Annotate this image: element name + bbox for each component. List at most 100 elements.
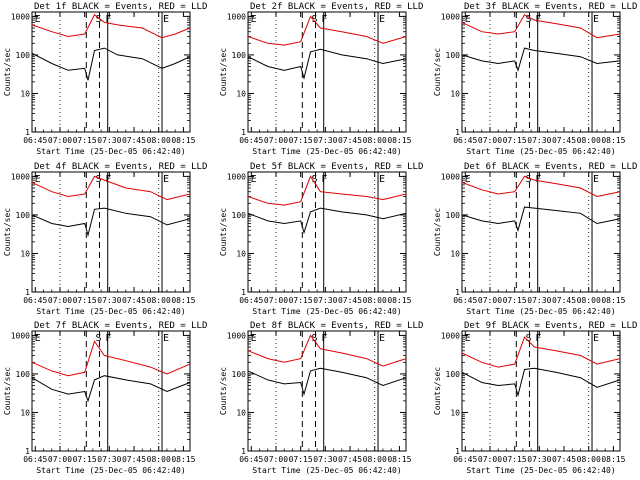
segment-marker: E [35, 174, 41, 185]
segment-marker: F [535, 14, 541, 25]
y-tick-label: 1000 [227, 331, 246, 340]
lld-series-line [247, 175, 407, 206]
x-axis-label: Start Time (25-Dec-05 06:42:40) [466, 147, 615, 156]
events-series-line [247, 367, 407, 396]
x-tick-label: 08:00 [577, 136, 601, 145]
x-tick-label: 07:30 [97, 296, 121, 305]
x-tick-label: 07:15 [73, 455, 97, 464]
lld-series-line [461, 175, 621, 198]
x-tick-label: 06:45 [239, 136, 263, 145]
x-tick-label: 07:45 [122, 136, 146, 145]
segment-marker: F [321, 174, 327, 185]
events-series-line [461, 367, 621, 398]
x-tick-label: 06:45 [453, 296, 477, 305]
panel-7: Det 7f BLACK = Events, RED = LLD 1 10 100 10… [3, 321, 207, 475]
x-tick-label: 08:15 [601, 455, 625, 464]
y-axis-label: Counts/sec [433, 48, 442, 96]
x-tick-label: 08:15 [171, 455, 195, 464]
x-tick-label: 08:00 [363, 136, 387, 145]
x-tick-label: 07:30 [313, 455, 337, 464]
y-tick-label: 10 [450, 249, 460, 258]
panel-1: Det 1f BLACK = Events, RED = LLD 1 10 100 10… [3, 2, 207, 156]
lld-series-line [31, 340, 191, 377]
plot-frame [461, 11, 621, 133]
x-tick-label: 07:15 [503, 296, 527, 305]
x-tick-label: 07:00 [48, 136, 72, 145]
y-tick-label: 10 [450, 89, 460, 98]
segment-marker: S [526, 14, 532, 25]
x-tick-label: 07:00 [264, 136, 288, 145]
plot-frame [31, 171, 191, 293]
x-tick-label: 08:15 [387, 296, 411, 305]
segment-marker: E [251, 14, 257, 25]
x-tick-label: 07:30 [527, 455, 551, 464]
panel-2: Det 2f BLACK = Events, RED = LLD 1 10 100 10… [219, 2, 423, 156]
x-tick-label: 07:00 [478, 296, 502, 305]
x-tick-label: 07:30 [313, 296, 337, 305]
lld-series-line [247, 334, 407, 367]
y-tick-label: 1000 [11, 172, 30, 181]
plot-frame [247, 330, 407, 452]
y-axis-label: Counts/sec [219, 208, 228, 256]
y-tick-label: 10 [20, 249, 30, 258]
x-tick-label: 07:45 [552, 136, 576, 145]
x-tick-label: 08:15 [387, 455, 411, 464]
segment-marker: F [535, 333, 541, 344]
x-tick-label: 07:00 [478, 136, 502, 145]
x-tick-label: 07:00 [264, 296, 288, 305]
x-tick-label: 07:30 [97, 136, 121, 145]
x-tick-label: 07:00 [478, 455, 502, 464]
y-tick-label: 1000 [441, 172, 460, 181]
lld-series-line [31, 175, 191, 201]
x-tick-label: 08:15 [601, 136, 625, 145]
x-tick-label: 07:00 [264, 455, 288, 464]
x-tick-label: 07:30 [97, 455, 121, 464]
x-tick-label: 06:45 [23, 136, 47, 145]
x-tick-label: 08:00 [147, 455, 171, 464]
panel-title: Det 9f BLACK = Events, RED = LLD [464, 321, 637, 331]
events-series-line [31, 375, 191, 403]
events-series-line [461, 206, 621, 232]
y-tick-label: 1000 [441, 12, 460, 21]
plot-frame [31, 330, 191, 452]
y-axis-label: Counts/sec [3, 208, 12, 256]
x-tick-label: 07:00 [48, 296, 72, 305]
panel-8: Det 8f BLACK = Events, RED = LLD 1 10 100 10… [219, 321, 423, 475]
segment-marker: F [105, 333, 111, 344]
y-axis-label: Counts/sec [3, 48, 12, 96]
events-series-line [247, 207, 407, 235]
x-tick-label: 07:45 [122, 455, 146, 464]
y-tick-label: 100 [232, 211, 247, 220]
panel-title: Det 8f BLACK = Events, RED = LLD [250, 321, 423, 331]
panel-title: Det 7f BLACK = Events, RED = LLD [34, 321, 207, 331]
x-tick-label: 06:45 [239, 455, 263, 464]
x-tick-label: 07:15 [289, 296, 313, 305]
y-tick-label: 1 [25, 447, 30, 456]
y-tick-label: 10 [20, 408, 30, 417]
segment-marker: F [321, 333, 327, 344]
x-tick-label: 06:45 [239, 296, 263, 305]
segment-marker: F [105, 14, 111, 25]
x-tick-label: 07:00 [48, 455, 72, 464]
y-tick-label: 1 [241, 447, 246, 456]
x-tick-label: 07:45 [552, 455, 576, 464]
plot-frame [247, 171, 407, 293]
lld-series-line [31, 14, 191, 39]
segment-marker: S [96, 174, 102, 185]
y-tick-label: 10 [236, 249, 246, 258]
panel-5: Det 5f BLACK = Events, RED = LLD 1 10 100 10… [219, 162, 423, 316]
y-tick-label: 1 [241, 288, 246, 297]
y-tick-label: 1000 [11, 12, 30, 21]
x-tick-label: 08:00 [577, 296, 601, 305]
segment-marker: E [379, 174, 385, 185]
x-tick-label: 07:45 [338, 136, 362, 145]
y-axis-label: Counts/sec [219, 367, 228, 415]
x-tick-label: 08:00 [147, 136, 171, 145]
segment-marker: S [312, 14, 318, 25]
y-tick-label: 1 [455, 447, 460, 456]
x-tick-label: 08:15 [601, 296, 625, 305]
plot-frame [31, 11, 191, 133]
x-tick-label: 08:00 [147, 296, 171, 305]
x-axis-label: Start Time (25-Dec-05 06:42:40) [466, 307, 615, 316]
y-tick-label: 100 [16, 51, 31, 60]
